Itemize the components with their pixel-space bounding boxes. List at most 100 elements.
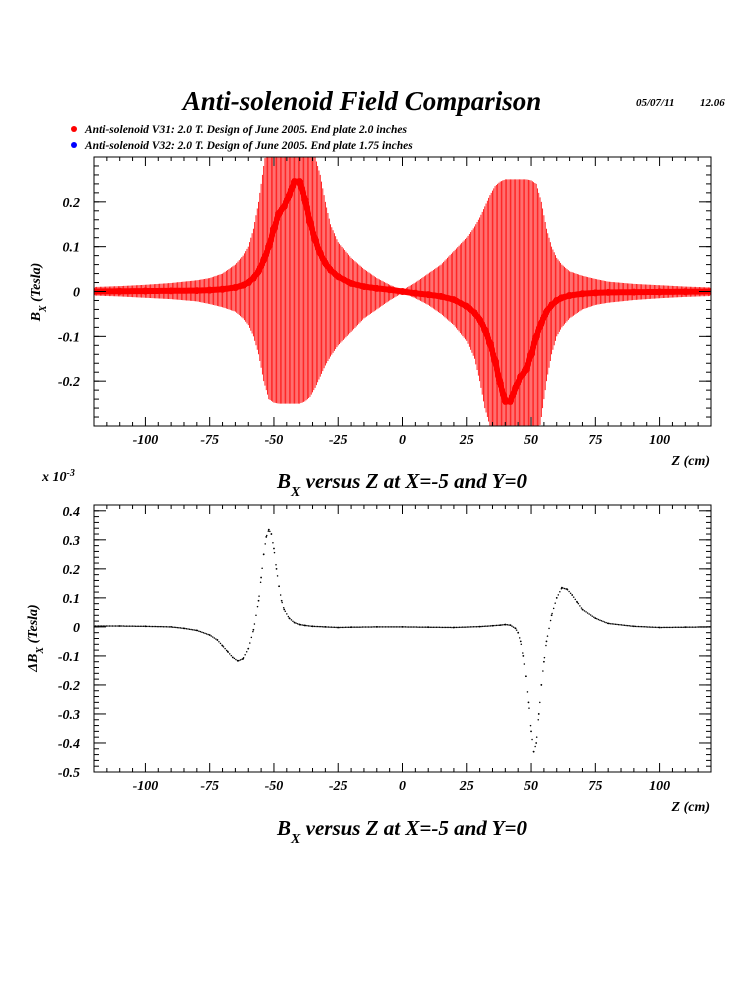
delta-bx-dot (464, 626, 467, 628)
bx-point (656, 288, 664, 296)
bottom-x-tick-label: 75 (588, 779, 602, 794)
delta-bx-dot (531, 738, 533, 741)
delta-bx-dot (435, 626, 438, 629)
delta-bx-dot (409, 626, 411, 628)
bx-point (496, 379, 504, 387)
legend: Anti-solenoid V31: 2.0 T. Design of June… (71, 124, 413, 152)
delta-bx-point (517, 631, 520, 634)
delta-bx-dot (494, 624, 496, 627)
delta-bx-point (555, 596, 558, 599)
delta-bx-point (311, 625, 314, 628)
delta-bx-dot (418, 626, 421, 628)
delta-bx-point (525, 675, 527, 678)
bx-point (450, 296, 458, 304)
delta-bx-dot (687, 626, 689, 628)
delta-bx-dot (292, 620, 294, 622)
delta-bx-point (576, 601, 579, 604)
delta-bx-point (550, 614, 553, 617)
bx-point (501, 397, 509, 405)
delta-bx-point (265, 536, 268, 538)
delta-bx-dot (634, 625, 637, 628)
delta-bx-point (226, 650, 229, 653)
bx-point (206, 286, 214, 294)
delta-bx-dot (330, 626, 333, 628)
delta-bx-point (337, 626, 340, 629)
delta-bx-dot (625, 624, 627, 627)
bottom-panel: -100 -75 -50 -25 0 25 50 75 100 -0.5 -0.4 -0.3 -0.2… (26, 468, 712, 847)
bottom-plot-frame (93, 504, 712, 773)
top-x-tick-label: -25 (329, 433, 348, 448)
delta-bx-dot (518, 637, 521, 639)
bx-point (548, 301, 556, 309)
delta-bx-dot (250, 636, 253, 639)
top-x-tick-label: 25 (459, 433, 474, 448)
delta-bx-dot (647, 626, 649, 628)
top-x-axis: -100 -75 -50 -25 0 25 50 75 100 (93, 157, 712, 448)
bx-point (604, 288, 612, 296)
delta-bx-dot (511, 625, 513, 627)
bx-point (219, 285, 227, 293)
delta-bx-dot (378, 626, 381, 628)
delta-bx-dot (187, 628, 189, 630)
delta-bx-point (350, 626, 352, 629)
delta-bx-dot (458, 626, 461, 629)
bottom-y-tick-label: 0.1 (63, 592, 81, 607)
bx-point (334, 273, 342, 281)
bx-point (424, 291, 432, 299)
delta-bx-dot (258, 595, 260, 597)
delta-bx-dot (255, 614, 257, 617)
delta-bx-dot (361, 626, 364, 628)
bx-point (244, 279, 252, 287)
top-oscillation-band (94, 157, 711, 426)
top-x-tick-label: 50 (524, 433, 538, 448)
delta-bx-dot (108, 625, 111, 627)
delta-bx-dot (597, 618, 600, 621)
delta-bx-dot (267, 530, 270, 532)
delta-bx-dot (390, 626, 393, 628)
delta-bx-point (303, 624, 306, 627)
delta-bx-dot (344, 626, 347, 629)
delta-bx-dot (455, 626, 458, 629)
delta-bx-dot (245, 650, 248, 653)
delta-bx-dot (122, 625, 125, 627)
delta-bx-dot (366, 626, 368, 628)
y-multiplier-exponent: -3 (67, 468, 75, 479)
delta-bx-dot (676, 626, 678, 629)
delta-bx-dot (355, 626, 357, 628)
bx-point (630, 288, 638, 296)
bx-point (437, 292, 445, 300)
delta-bx-dot (309, 625, 311, 627)
delta-bx-dot (249, 642, 251, 644)
delta-bx-dot (301, 624, 303, 626)
bx-point (347, 279, 355, 287)
delta-bx-dot (617, 623, 620, 626)
delta-bx-dot (549, 619, 552, 622)
delta-bx-dot (367, 626, 370, 628)
delta-bx-dot (546, 635, 549, 637)
delta-bx-dot (403, 626, 405, 628)
delta-bx-dot (431, 626, 433, 628)
delta-bx-point (262, 553, 265, 556)
delta-bx-dot (392, 626, 394, 628)
delta-bx-dot (201, 631, 203, 633)
top-bx-curve (94, 178, 711, 405)
delta-bx-dot (443, 626, 445, 629)
delta-bx-dot (461, 626, 464, 628)
delta-bx-dot (568, 590, 570, 593)
delta-bx-dot (474, 626, 476, 628)
delta-bx-dot (554, 602, 556, 604)
delta-bx-dot (559, 591, 561, 593)
delta-bx-dot (212, 636, 214, 638)
delta-bx-point (504, 623, 507, 626)
bx-point (270, 225, 278, 233)
delta-bx-dot (563, 587, 566, 590)
delta-bx-point (658, 626, 661, 629)
legend-marker-v31 (71, 126, 77, 132)
delta-bx-dot (244, 654, 246, 656)
delta-bx-dot (282, 606, 285, 609)
delta-bx-point (216, 639, 219, 641)
delta-bx-dot (650, 626, 652, 628)
delta-bx-point (527, 701, 530, 704)
delta-bx-point (522, 655, 525, 657)
delta-bx-point (607, 622, 610, 625)
